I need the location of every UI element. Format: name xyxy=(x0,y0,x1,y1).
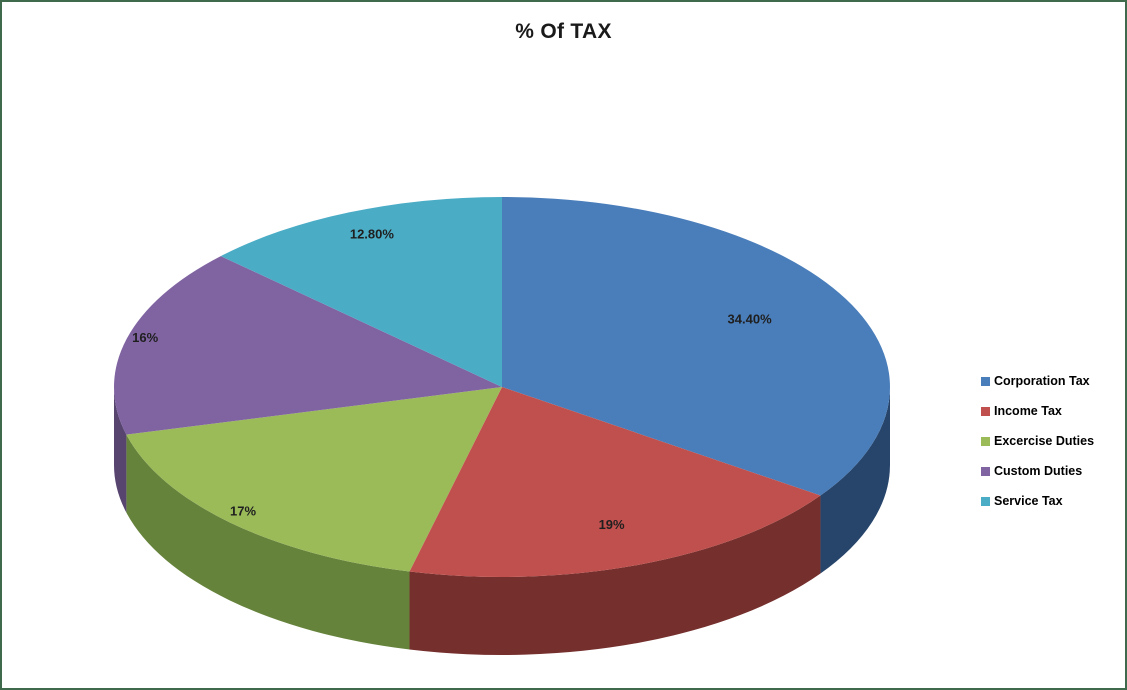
data-label-income-tax: 19% xyxy=(599,517,625,532)
legend-label: Income Tax xyxy=(994,404,1062,418)
data-label-service-tax: 12.80% xyxy=(350,227,395,242)
legend-label: Custom Duties xyxy=(994,464,1083,478)
legend-swatch xyxy=(981,406,990,416)
legend-label: Excercise Duties xyxy=(994,434,1095,448)
legend-label: Corporation Tax xyxy=(994,374,1090,388)
legend-swatch xyxy=(981,376,990,386)
data-label-corporation-tax: 34.40% xyxy=(728,312,773,327)
legend-swatch xyxy=(981,436,990,446)
legend-swatch xyxy=(981,496,990,506)
pie-slice-service-tax[interactable] xyxy=(220,197,502,387)
legend-item-income-tax[interactable]: Income Tax xyxy=(981,404,1094,418)
legend-swatch xyxy=(981,466,990,476)
legend: Corporation Tax Income Tax Excercise Dutie… xyxy=(981,374,1094,508)
pie-slice-income-tax[interactable] xyxy=(409,387,821,577)
legend-item-corporation-tax[interactable]: Corporation Tax xyxy=(981,374,1094,388)
legend-label: Service Tax xyxy=(994,494,1063,508)
pie-slice-custom-duties[interactable] xyxy=(113,256,502,435)
legend-item-service-tax[interactable]: Service Tax xyxy=(981,494,1094,508)
data-label-custom-duties: 16% xyxy=(132,330,158,345)
pie-side-excercise-duties xyxy=(126,434,410,650)
data-label-excercise-duties: 17% xyxy=(230,503,256,518)
pie-side-custom-duties xyxy=(114,387,127,513)
pie-slice-corporation-tax[interactable] xyxy=(502,197,891,496)
pie-slice-excercise-duties[interactable] xyxy=(126,387,502,572)
legend-item-custom-duties[interactable]: Custom Duties xyxy=(981,464,1094,478)
legend-item-excercise-duties[interactable]: Excercise Duties xyxy=(981,434,1094,448)
pie-side-income-tax xyxy=(409,495,821,655)
pie-side-corporation-tax xyxy=(820,387,890,574)
chart-title: % Of TAX xyxy=(515,20,612,43)
